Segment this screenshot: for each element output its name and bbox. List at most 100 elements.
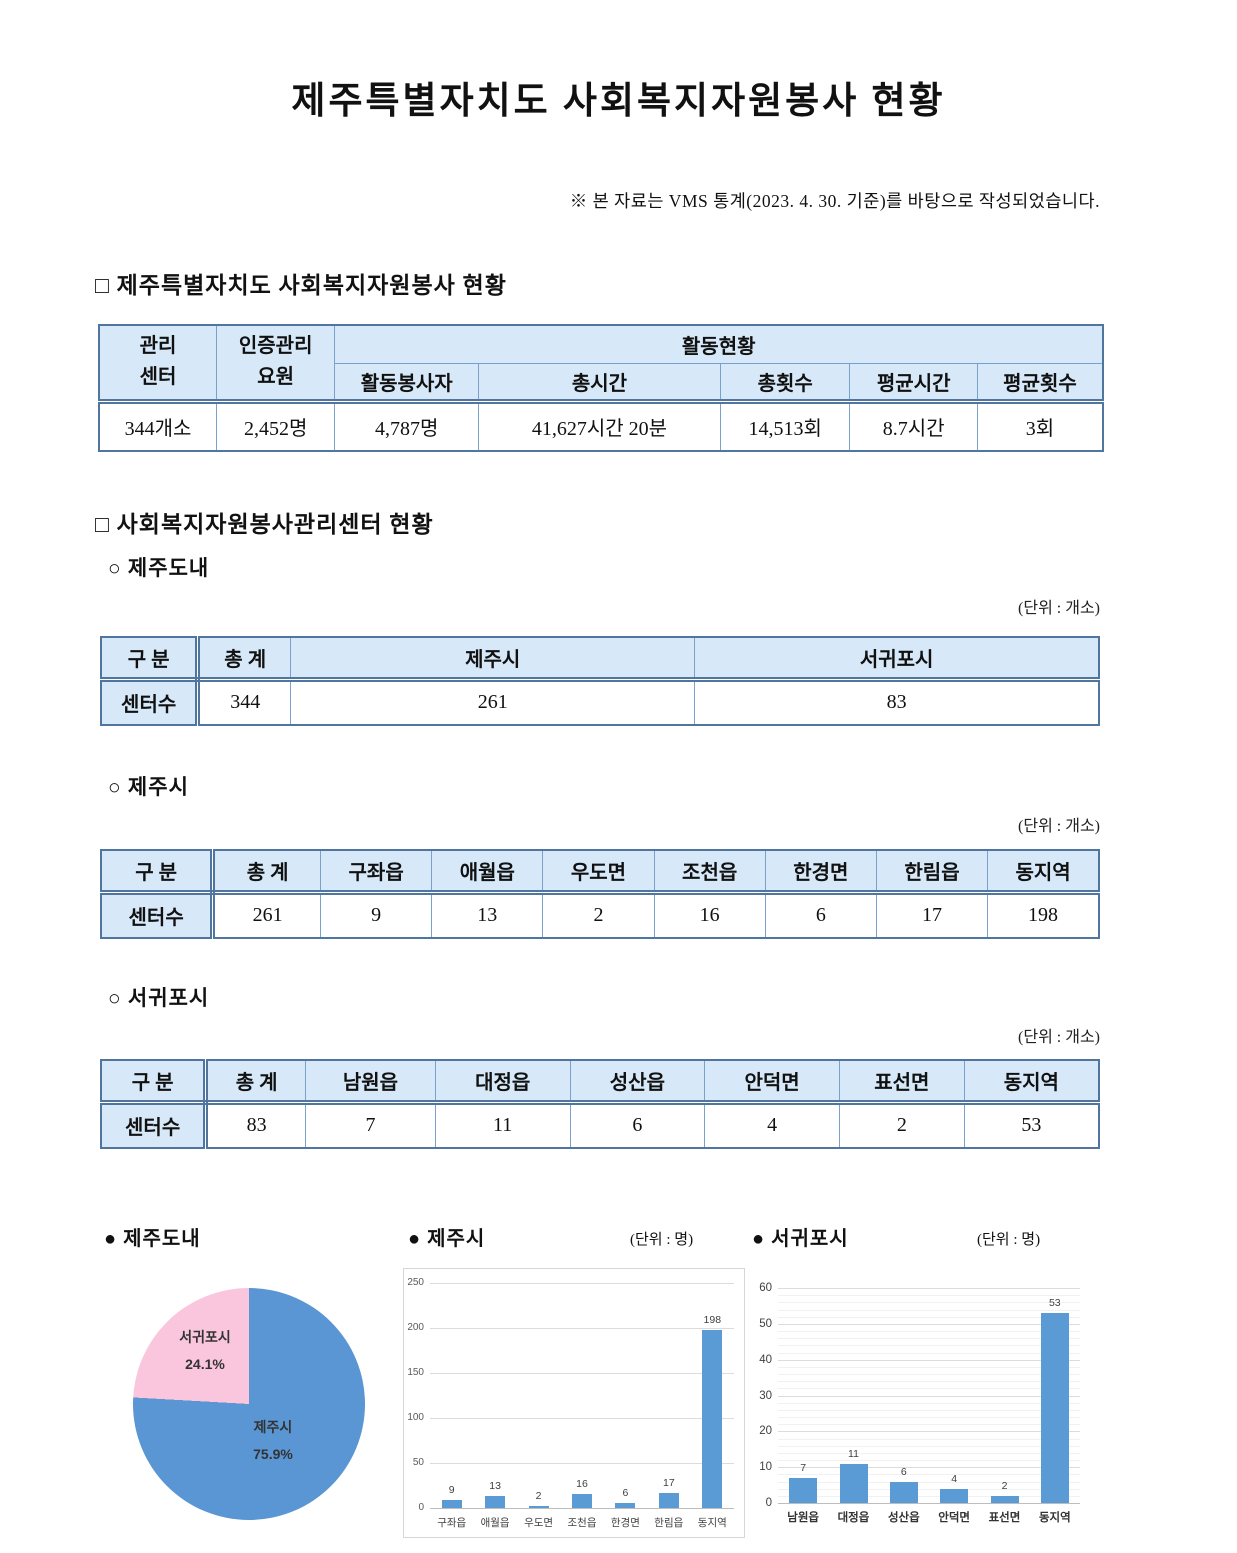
y-tick-label: 20	[759, 1425, 772, 1438]
bar-value: 13	[489, 1480, 501, 1493]
x-category-label: 성산읍	[887, 1512, 920, 1524]
value-total-count: 14,513회	[719, 400, 851, 452]
y-tick-label: 60	[759, 1282, 772, 1294]
value-cell: 6	[764, 891, 877, 939]
value-cell: 261	[290, 678, 696, 726]
table-subheader-row: 활동봉사자 총시간 총횟수 평균시간 평균횟수	[99, 362, 1104, 404]
summary-table: 관리 센터 인증관리 요원 활동현황 활동봉사자 총시간 총횟수 평균시간 평균…	[98, 324, 1104, 452]
y-minor-gridline	[778, 1366, 1080, 1368]
value-cell: 2	[838, 1101, 965, 1149]
column-header: 총 계	[212, 849, 322, 895]
col-header-category: 구 분	[100, 849, 216, 895]
y-tick-label: 100	[407, 1412, 424, 1423]
value-cell: 344	[197, 678, 292, 726]
table-data-row: 센터수 344 261 83	[100, 678, 1100, 726]
column-header: 서귀포시	[694, 636, 1100, 682]
value-avg-hours: 8.7시간	[849, 400, 978, 452]
y-minor-gridline	[778, 1417, 1080, 1418]
y-minor-gridline	[778, 1345, 1080, 1347]
y-gridline	[430, 1373, 734, 1374]
y-gridline	[778, 1467, 1080, 1469]
bar	[940, 1488, 969, 1503]
y-minor-gridline	[778, 1331, 1080, 1332]
x-category-label: 한림읍	[654, 1517, 684, 1529]
x-category-label: 애월읍	[480, 1517, 510, 1529]
row-label-center-count: 센터수	[100, 678, 201, 726]
col-header-category: 구 분	[100, 636, 201, 682]
y-gridline	[778, 1395, 1080, 1397]
value-cell: 17	[875, 891, 989, 939]
x-category-label: 대정읍	[837, 1512, 870, 1524]
section-heading-summary: □ 제주특별자치도 사회복지자원봉사 현황	[95, 273, 507, 298]
value-volunteers: 4,787명	[334, 400, 479, 452]
value-cell: 53	[963, 1101, 1100, 1149]
subsection-heading-jejudo: ○ 제주도내	[108, 556, 210, 580]
y-tick-label: 30	[759, 1389, 772, 1402]
bar-value: 16	[576, 1477, 588, 1490]
column-header: 총 계	[205, 1059, 307, 1105]
chart-heading-jejusi: ● 제주시	[408, 1228, 486, 1250]
y-minor-gridline	[778, 1374, 1080, 1375]
bar-value: 6	[622, 1486, 629, 1499]
y-tick-label: 150	[407, 1367, 424, 1378]
pie-slice-label: 서귀포시	[179, 1329, 231, 1345]
pie-slice-percent: 75.9%	[253, 1446, 293, 1462]
bar-value: 2	[535, 1490, 542, 1503]
bar	[572, 1493, 592, 1508]
y-gridline	[430, 1418, 734, 1419]
col-header-management-center: 관리 센터	[98, 324, 217, 404]
bar-value: 2	[1001, 1479, 1008, 1492]
value-cell: 2	[542, 891, 655, 939]
x-category-label: 조천읍	[567, 1517, 597, 1529]
column-header: 총 계	[197, 636, 292, 682]
column-header: 동지역	[987, 849, 1100, 895]
y-gridline	[778, 1431, 1080, 1433]
bar	[441, 1499, 462, 1508]
col-header-avg-hours: 평균시간	[849, 362, 978, 404]
col-header-activity-status: 활동현황	[334, 324, 1104, 364]
y-minor-gridline	[778, 1295, 1080, 1297]
y-gridline	[430, 1283, 734, 1284]
source-note: ※ 본 자료는 VMS 통계(2023. 4. 30. 기준)를 바탕으로 작성…	[569, 191, 1100, 211]
value-avg-count: 3회	[976, 400, 1104, 452]
x-category-label: 안덕면	[938, 1512, 971, 1524]
y-minor-gridline	[778, 1402, 1080, 1404]
y-tick-label: 10	[759, 1461, 772, 1474]
bar-chart-jejusi: 0 50 100 150 200 250 9 구좌읍 13 애월읍 2 우도면 16 조천읍 6 한경면 17 한…	[403, 1268, 745, 1538]
column-header: 남원읍	[305, 1059, 436, 1105]
y-tick-label: 0	[765, 1497, 772, 1509]
y-gridline	[778, 1323, 1080, 1325]
bar	[528, 1506, 549, 1508]
row-label-center-count: 센터수	[100, 891, 216, 939]
bar	[702, 1329, 723, 1508]
bar	[839, 1463, 868, 1503]
y-gridline	[778, 1288, 1080, 1289]
bar	[889, 1481, 918, 1503]
bar-value: 17	[663, 1476, 675, 1489]
value-staff: 2,452명	[215, 400, 336, 452]
column-header: 제주시	[290, 636, 696, 682]
unit-label-jejusi: (단위 : 개소)	[1018, 818, 1100, 835]
value-cell: 83	[205, 1101, 307, 1149]
x-category-label: 구좌읍	[437, 1517, 467, 1529]
section-heading-centers: □ 사회복지자원봉사관리센터 현황	[95, 512, 434, 537]
column-header: 표선면	[838, 1059, 965, 1105]
y-minor-gridline	[778, 1445, 1080, 1447]
unit-label-jejudo: (단위 : 개소)	[1018, 600, 1100, 617]
y-minor-gridline	[778, 1316, 1080, 1318]
value-cell: 83	[694, 678, 1100, 726]
y-minor-gridline	[778, 1481, 1080, 1483]
y-gridline	[430, 1508, 734, 1509]
column-header: 동지역	[963, 1059, 1100, 1105]
col-header-certified-staff: 인증관리 요원	[215, 324, 336, 404]
y-tick-label: 250	[407, 1277, 424, 1288]
col-header-volunteers: 활동봉사자	[334, 362, 479, 404]
value-cell: 16	[653, 891, 766, 939]
value-total-hours: 41,627시간 20분	[477, 400, 721, 452]
y-minor-gridline	[778, 1302, 1080, 1304]
bar-value: 198	[703, 1313, 722, 1326]
